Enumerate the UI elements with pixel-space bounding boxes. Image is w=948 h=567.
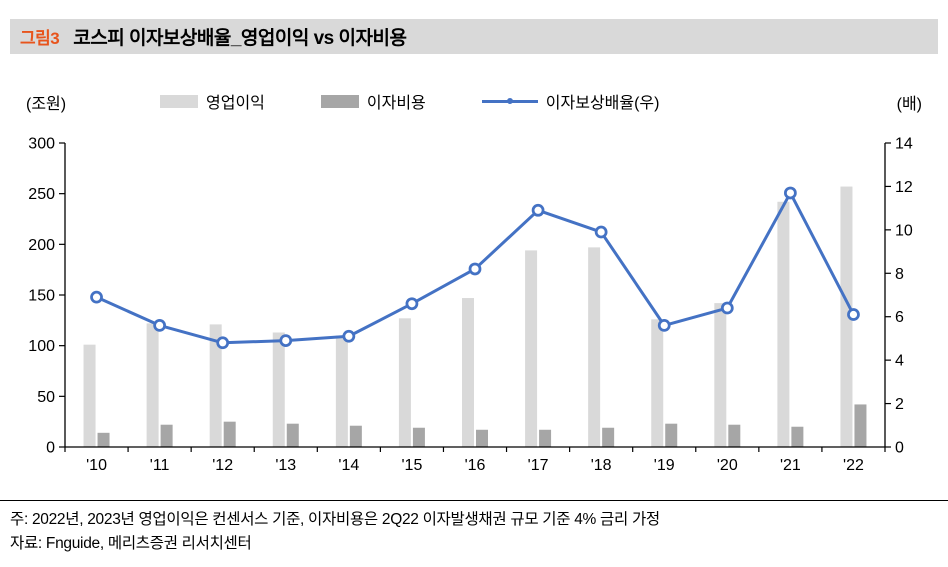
source-note: 자료: Fnguide, 메리츠증권 리서치센터 — [10, 535, 252, 552]
coverage-ratio-marker — [784, 186, 797, 200]
x-axis-label: '10 — [86, 457, 107, 474]
operating-profit-bar — [777, 201, 790, 447]
coverage-ratio-marker — [720, 301, 734, 315]
coverage-ratio-marker — [216, 336, 230, 350]
coverage-ratio-marker — [90, 290, 103, 304]
x-axis-label: '17 — [528, 457, 549, 474]
interest-expense-bar — [476, 429, 488, 447]
legend-label-interest-expense: 이자비용 — [366, 95, 426, 112]
right-axis-tick-label: 14 — [895, 136, 913, 153]
right-axis-tick-label: 0 — [895, 440, 904, 457]
interest-expense-bar — [854, 404, 867, 447]
operating-profit-bar — [146, 323, 159, 447]
interest-expense-swatch — [320, 94, 359, 108]
interest-expense-bar — [286, 423, 299, 447]
x-axis-label: '21 — [780, 457, 801, 474]
operating-profit-bar — [588, 247, 601, 447]
operating-profit-bar — [272, 332, 285, 447]
interest-expense-bar — [539, 429, 552, 447]
interest-expense-bar — [160, 424, 173, 447]
footnote: 주: 2022년, 2023년 영업이익은 컨센서스 기준, 이자비용은 2Q2… — [10, 511, 660, 528]
right-axis-tick-label: 6 — [895, 309, 904, 326]
operating-profit-bar — [335, 335, 348, 447]
interest-expense-bar — [97, 432, 110, 447]
x-axis-label: '18 — [591, 457, 612, 474]
operating-profit-bar — [398, 318, 411, 447]
combo-chart: 0 50 100 150 200 250 300 0 2 4 6 8 10 12 14 '10 '11 '12 '1… — [28, 136, 913, 475]
coverage-ratio-marker — [342, 329, 356, 343]
circle-marker-icon — [506, 98, 513, 104]
legend-item-operating-profit: 영업이익 — [160, 89, 265, 113]
coverage-ratio-marker — [468, 262, 482, 276]
left-axis-unit: (조원) — [26, 96, 67, 113]
operating-profit-bar — [714, 303, 727, 447]
operating-profit-bar — [209, 324, 222, 447]
interest-expense-bar — [791, 426, 804, 447]
chart-legend: 영업이익 이자비용 이자보상배율(우) — [160, 89, 659, 113]
right-axis-unit: (배) — [896, 96, 922, 113]
x-axis-label: '16 — [465, 457, 486, 474]
left-axis-tick-label: 50 — [37, 389, 55, 406]
left-axis-tick-label: 200 — [28, 237, 55, 254]
left-axis-tick-label: 100 — [28, 338, 55, 355]
interest-expense-bar — [665, 423, 678, 447]
coverage-ratio-line-swatch — [481, 94, 538, 109]
operating-profit-bar — [651, 319, 664, 447]
left-axis-tick-label: 0 — [46, 440, 55, 457]
right-axis-tick-label: 4 — [895, 353, 904, 370]
x-axis-label: '19 — [654, 457, 675, 474]
left-axis-tick-label: 250 — [28, 186, 55, 203]
x-axis-label: '14 — [338, 457, 359, 474]
operating-profit-bar — [83, 344, 96, 447]
coverage-ratio-marker — [279, 334, 293, 347]
operating-profit-bar — [462, 298, 474, 447]
right-axis-tick-label: 10 — [895, 222, 913, 239]
x-axis-label: '12 — [212, 457, 233, 474]
x-axis-label: '11 — [150, 457, 170, 474]
coverage-ratio-marker — [847, 308, 860, 321]
legend-label-operating-profit: 영업이익 — [206, 95, 265, 112]
figure-tag: 그림3 — [20, 29, 60, 48]
interest-expense-bar — [728, 424, 741, 447]
x-axis-label: '13 — [275, 457, 296, 474]
left-axis-tick-label: 300 — [28, 136, 55, 153]
legend-row: (조원) 영업이익 이자비용 이자보상배율(우) (배) — [0, 88, 948, 113]
operating-profit-bar — [840, 186, 853, 447]
coverage-ratio-marker — [153, 319, 166, 332]
legend-item-coverage-ratio: 이자보상배율(우) — [481, 89, 660, 113]
operating-profit-swatch — [160, 94, 198, 108]
coverage-ratio-marker — [594, 225, 608, 239]
right-axis-tick-label: 8 — [895, 266, 904, 283]
coverage-ratio-marker — [531, 203, 545, 217]
x-axis-label: '20 — [717, 457, 738, 474]
interest-expense-bar — [602, 427, 615, 447]
x-axis-label: '22 — [843, 457, 864, 474]
interest-expense-bar — [349, 425, 362, 447]
coverage-ratio-marker — [405, 297, 419, 311]
interest-expense-bar — [223, 421, 236, 447]
figure-header: 그림3 코스피 이자보상배율_영업이익 vs 이자비용 — [10, 19, 938, 54]
coverage-ratio-marker — [657, 319, 671, 332]
legend-label-coverage-ratio: 이자보상배율(우) — [545, 95, 660, 112]
left-axis-tick-label: 150 — [28, 288, 55, 305]
footer-divider — [0, 500, 948, 501]
figure-title: 코스피 이자보상배율_영업이익 vs 이자비용 — [73, 28, 407, 49]
operating-profit-bar — [525, 250, 538, 447]
right-axis-tick-label: 2 — [895, 396, 904, 413]
right-axis-tick-label: 12 — [895, 179, 913, 196]
interest-expense-bar — [412, 427, 425, 447]
x-axis-label: '15 — [401, 457, 422, 474]
legend-item-interest-expense: 이자비용 — [320, 89, 426, 113]
